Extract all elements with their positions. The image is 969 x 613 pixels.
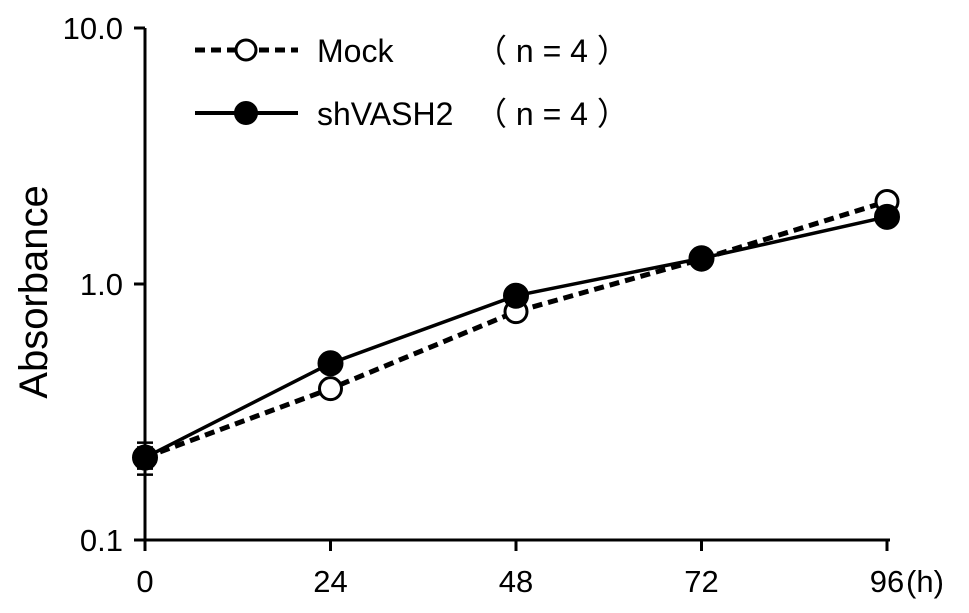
legend-label-mock: Mock <box>317 33 394 69</box>
data-point-shvash2 <box>874 203 900 230</box>
ticks: 0 24 48 72 96 0.1 1.0 10.0 <box>63 11 905 599</box>
x-tick-label: 72 <box>684 564 718 599</box>
series-line-mock <box>144 199 888 460</box>
legend-n-shvash2: （ n = 4 ） <box>475 96 629 132</box>
x-tick-label: 0 <box>136 564 153 599</box>
series <box>132 189 900 476</box>
y-tick-label: 10.0 <box>63 11 123 46</box>
legend-item-shvash2: shVASH2 （ n = 4 ） <box>195 96 629 132</box>
data-point-shvash2 <box>503 282 529 309</box>
data-point-shvash2 <box>688 245 715 272</box>
data-point-mock <box>318 376 343 402</box>
legend-item-mock: Mock （ n = 4 ） <box>195 33 629 69</box>
legend-marker-mock <box>234 38 258 62</box>
y-tick-label: 1.0 <box>80 267 123 302</box>
legend-marker-shvash2 <box>234 101 258 125</box>
legend: Mock （ n = 4 ） shVASH2 （ n = 4 ） <box>195 33 629 132</box>
data-point-shvash2 <box>132 444 158 471</box>
x-axis-unit: (h) <box>906 564 944 599</box>
x-tick-label: 96 <box>870 564 904 599</box>
data-point-shvash2 <box>317 350 344 377</box>
x-tick-label: 48 <box>499 564 533 599</box>
y-tick-label: 0.1 <box>80 523 123 558</box>
legend-label-shvash2: shVASH2 <box>317 96 453 132</box>
series-line-shvash2 <box>144 215 888 460</box>
x-tick-label: 24 <box>313 564 347 599</box>
y-axis-title: Absorbance <box>12 185 56 398</box>
legend-n-mock: （ n = 4 ） <box>475 33 629 69</box>
